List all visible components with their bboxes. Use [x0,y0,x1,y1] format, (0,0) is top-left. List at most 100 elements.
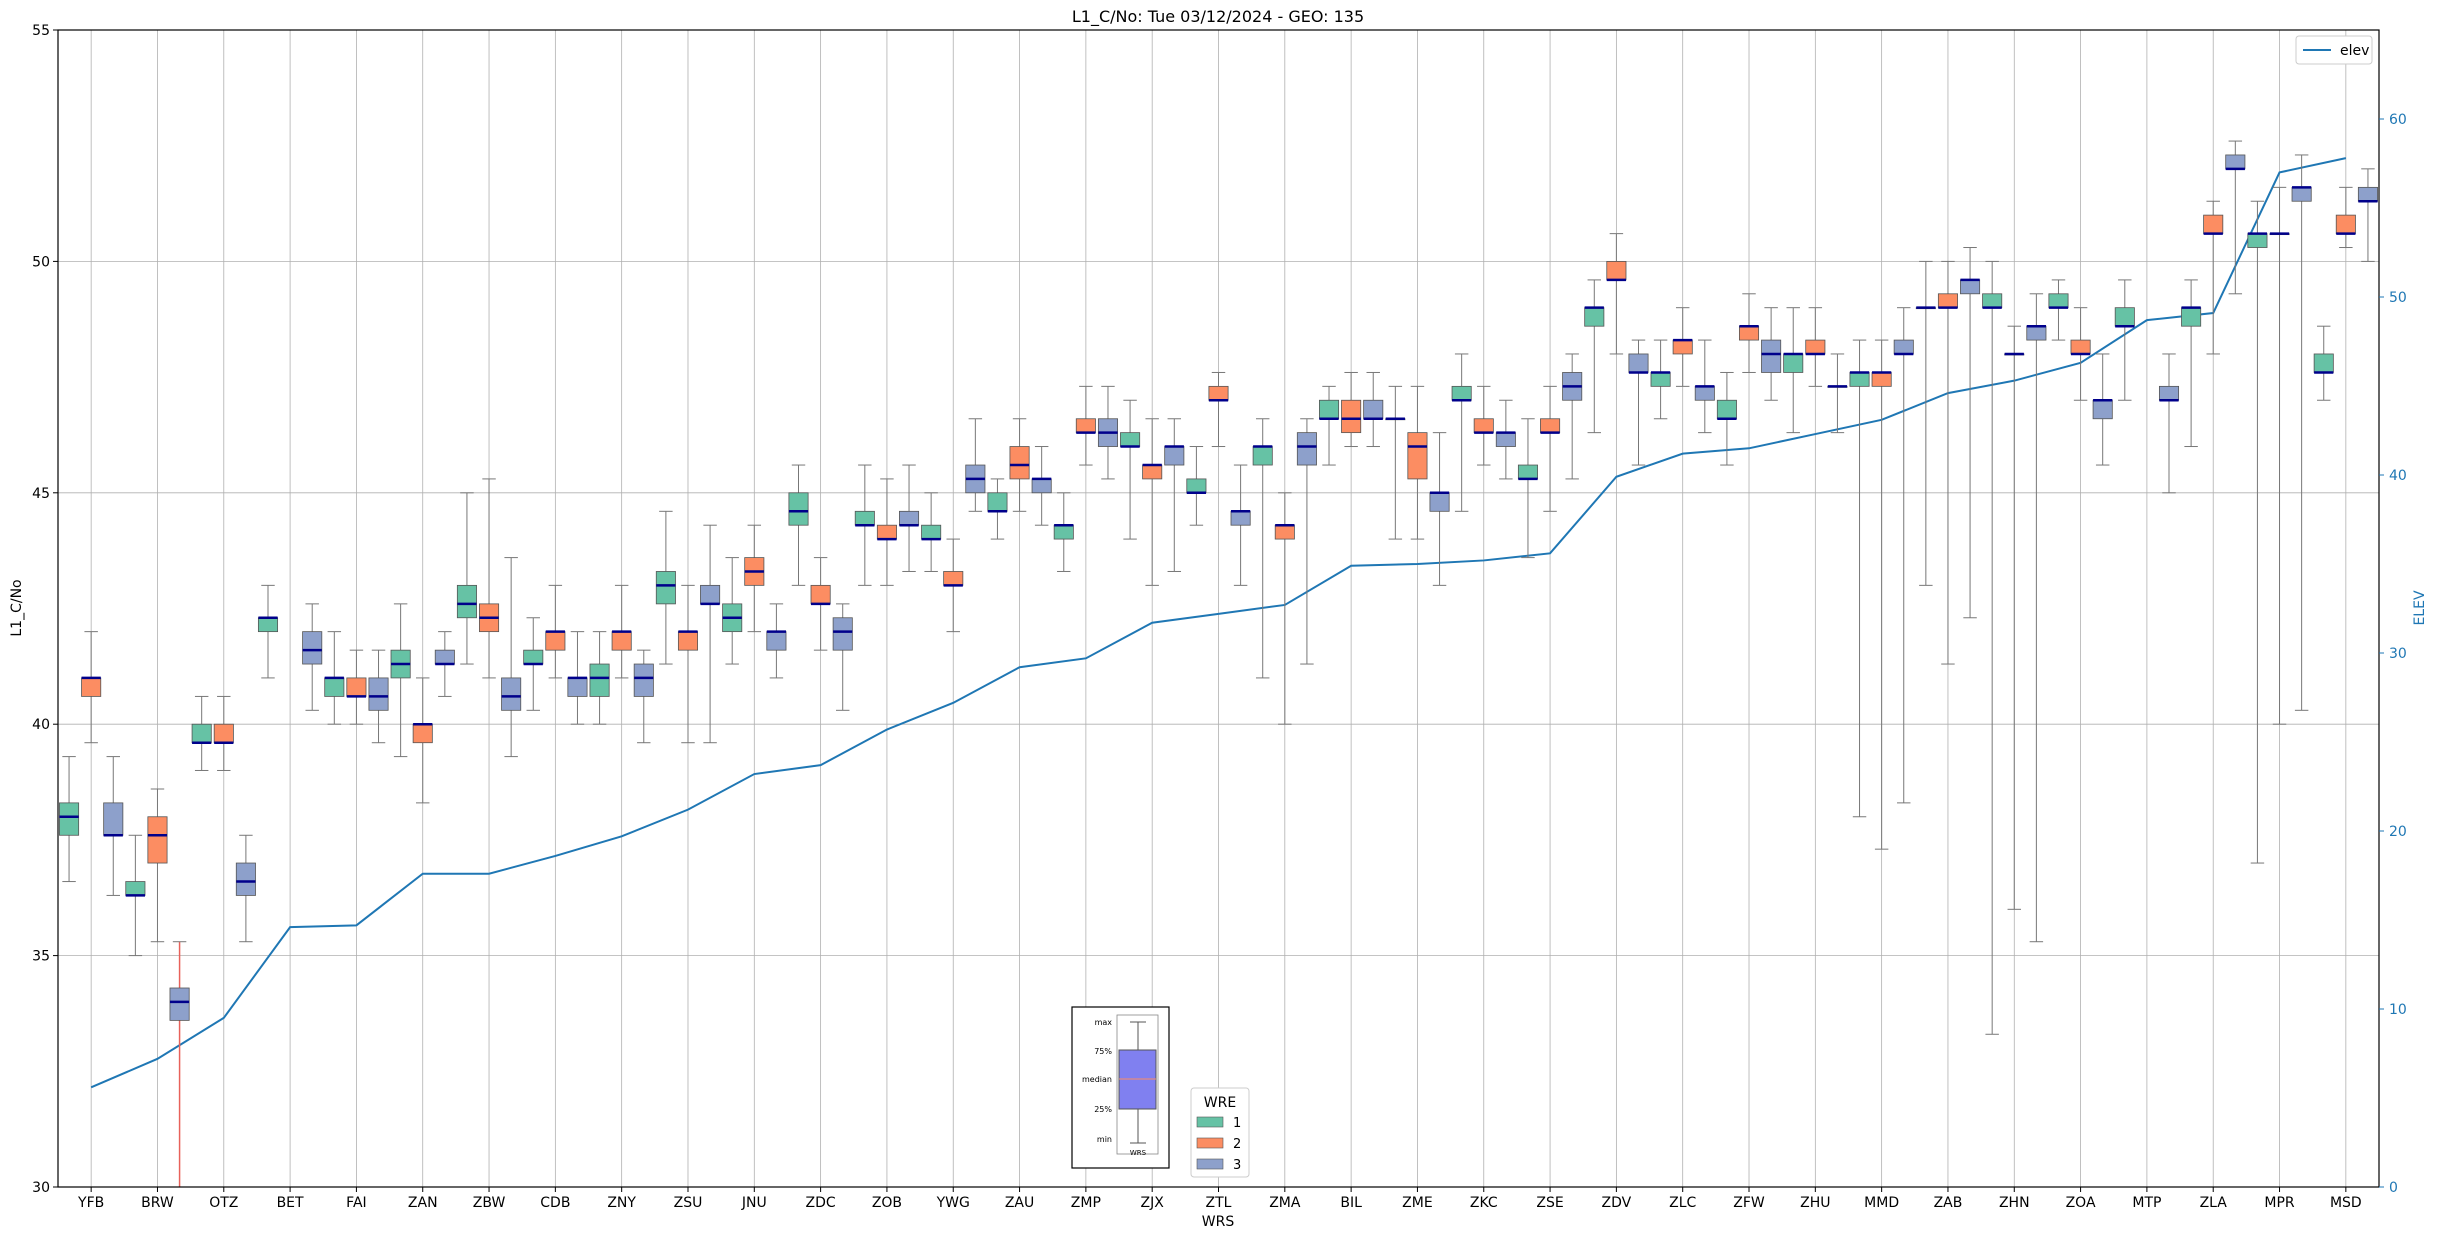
x-tick-label: BRW [141,1195,174,1211]
x-tick-label: ZMA [1269,1195,1301,1211]
y2-tick-label: 20 [2389,824,2407,840]
key-label-max: max [1095,1018,1113,1027]
x-tick-label: MMD [1864,1195,1899,1211]
grid-layer [58,29,2379,1188]
chart-title: L1_C/No: Tue 03/12/2024 - GEO: 135 [1072,7,1364,27]
box-wre-3 [1495,432,1516,447]
x-tick-label: FAI [346,1195,366,1211]
x-tick-label: ZMP [1071,1195,1101,1211]
x-tick-label: MPR [2264,1195,2295,1211]
box-wre-3 [567,677,588,697]
y-tick-label: 30 [32,1180,50,1196]
y-tick-label: 40 [32,717,50,733]
y2-tick-label: 30 [2389,646,2407,662]
box-wre-2 [2070,339,2091,355]
box-wre-2 [810,584,831,605]
box-wre-2 [1540,418,1561,434]
box-wre-1 [59,802,80,836]
x-tick-label: JNU [741,1195,767,1211]
box-wre-2 [1341,399,1362,434]
key-box-inner [1116,1014,1159,1155]
box-wre-3 [2291,186,2312,202]
y-tick-label: 50 [32,254,50,270]
box-wre-2 [1937,293,1958,309]
x-tick-label: BET [277,1195,304,1211]
box-wre-3 [501,677,522,711]
key-label-25: 25% [1094,1105,1112,1114]
box-wre-3 [1960,279,1981,295]
box-wre-3 [434,649,455,665]
box-wre-1 [1584,307,1605,327]
box-wre-3 [235,862,256,896]
x-tick-label: OTZ [209,1195,238,1211]
box-wre-1 [655,571,676,605]
box-wre-2 [1606,260,1627,281]
box-wre-3 [1893,339,1914,355]
wre-legend-swatch-1 [1196,1116,1224,1128]
y-tick-label: 45 [32,486,50,502]
box-wre-2 [1805,339,1826,355]
elev-legend-label: elev [2340,43,2369,59]
y2-axis-label: ELEV [2412,590,2428,625]
y2-tick-label: 40 [2389,468,2407,484]
box-wre-2 [2203,214,2224,235]
wre-legend-frame [1190,1087,1250,1178]
box-wre-1 [191,723,212,744]
box-wre-2 [1672,339,1693,355]
box-wre-2 [677,631,699,651]
box-wre-1 [788,492,809,526]
x-tick-label: ZLA [2200,1195,2228,1211]
box-wre-2 [1009,446,1030,480]
box-wre-3 [169,987,190,1021]
box-wre-2 [147,816,168,864]
box-wre-3 [1230,510,1251,526]
x-tick-label: ZHN [1999,1195,2030,1211]
key-label-median: median [1082,1075,1112,1084]
y-tick-label: 35 [32,949,50,965]
wre-legend-label-1: 1 [1233,1116,1241,1131]
box-wre-2 [81,677,102,697]
box-wre-3 [2158,385,2180,401]
x-tick-label: CDB [540,1195,570,1211]
box-layer [59,140,2378,1187]
x-tick-label: ZJX [1141,1195,1165,1211]
elev-legend-frame [2295,35,2373,65]
box-wre-3 [832,617,853,651]
box-wre-3 [899,510,920,526]
x-tick-label: YWG [936,1195,970,1211]
key-box: max 75% median 25% min WRS [1071,1006,1170,1169]
y2-tick-label: 50 [2389,290,2407,306]
y2-tick-label: 60 [2389,112,2407,128]
box-wre-2 [1142,464,1163,480]
wre-legend-swatch-3 [1196,1158,1224,1170]
box-wre-2 [2335,214,2356,235]
x-tick-label: ZSU [674,1195,703,1211]
box-wre-3 [1429,492,1450,512]
box-wre-1 [921,524,942,540]
wre-legend: WRE 1 2 3 [1190,1087,1250,1178]
y-axis-label: L1_C/No [9,579,25,636]
wre-legend-title: WRE [1204,1095,1236,1111]
x-tick-label: ZDV [1602,1195,1632,1211]
box-wre-1 [456,584,477,619]
x-tick-label: ZDC [806,1195,836,1211]
y2-tick-label: 0 [2389,1180,2398,1196]
box-wre-1 [1783,353,1804,373]
box-wre-1 [1517,464,1538,480]
box-wre-3 [2357,186,2378,202]
box-wre-1 [257,617,279,633]
box-wre-1 [324,677,345,697]
box-wre-2 [943,571,964,586]
x-tick-label: ZME [1402,1195,1433,1211]
box-wre-1 [1252,446,1273,466]
box-wre-3 [1164,446,1185,466]
box-wre-1 [2181,307,2202,327]
box-wre-1 [1716,399,1737,420]
box-wre-3 [1296,432,1317,466]
x-tick-label: ZKC [1470,1195,1498,1211]
box-wre-3 [1761,339,1782,373]
box-wre-2 [876,524,897,540]
x-tick-label: MTP [2132,1195,2161,1211]
x-tick-label: ZLC [1669,1195,1696,1211]
box-wre-3 [103,802,124,836]
